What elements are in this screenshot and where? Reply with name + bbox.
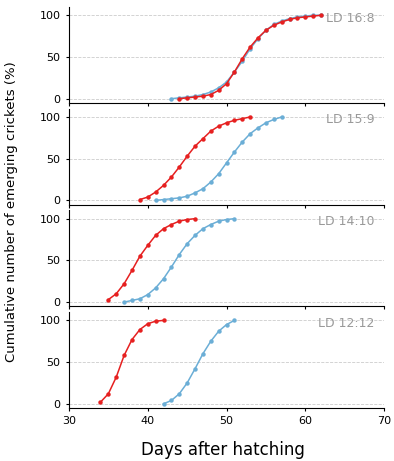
Text: LD 16:8: LD 16:8 (326, 12, 375, 25)
Text: Cumulative number of emerging crickets (%): Cumulative number of emerging crickets (… (6, 62, 18, 362)
Text: Days after hatching: Days after hatching (141, 441, 305, 459)
Text: LD 12:12: LD 12:12 (318, 317, 375, 330)
Text: LD 14:10: LD 14:10 (318, 215, 375, 228)
Text: LD 15:9: LD 15:9 (326, 113, 375, 126)
